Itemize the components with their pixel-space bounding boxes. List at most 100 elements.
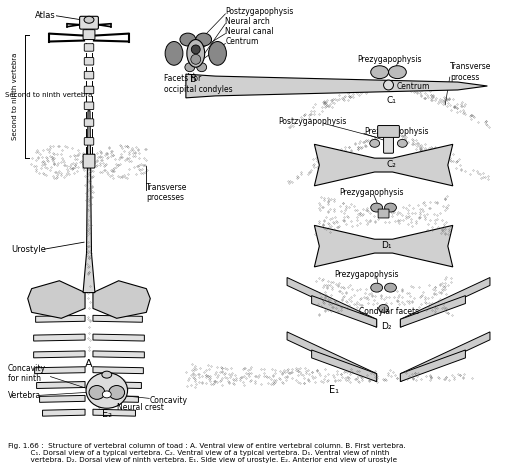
Point: [323, 284, 331, 291]
Point: [402, 214, 410, 222]
Point: [441, 94, 449, 101]
Point: [96, 169, 104, 176]
Point: [372, 78, 381, 85]
Point: [331, 300, 339, 307]
Point: [110, 164, 118, 171]
Point: [358, 301, 366, 309]
Point: [448, 311, 456, 318]
Point: [27, 160, 35, 168]
Point: [362, 136, 370, 143]
Point: [88, 167, 97, 175]
Point: [284, 177, 293, 185]
Point: [381, 218, 389, 225]
Ellipse shape: [388, 66, 406, 78]
Point: [340, 149, 349, 156]
Point: [114, 400, 123, 408]
Point: [421, 298, 429, 305]
Point: [345, 149, 353, 156]
Point: [42, 171, 51, 179]
Point: [409, 375, 418, 382]
Point: [244, 370, 252, 378]
Point: [334, 281, 342, 289]
Point: [69, 159, 77, 167]
Point: [359, 138, 367, 146]
Point: [398, 288, 406, 295]
Point: [210, 379, 218, 387]
Point: [105, 397, 113, 405]
Point: [455, 155, 463, 163]
Point: [85, 178, 93, 186]
Point: [345, 375, 353, 382]
Point: [319, 296, 327, 304]
Point: [294, 378, 302, 385]
Point: [108, 172, 116, 179]
Point: [406, 293, 414, 300]
Point: [405, 212, 413, 219]
Polygon shape: [93, 396, 138, 402]
Point: [304, 112, 313, 119]
Polygon shape: [40, 396, 85, 402]
Point: [117, 377, 126, 385]
Point: [333, 149, 341, 157]
Point: [82, 189, 90, 197]
Point: [48, 153, 56, 160]
Point: [397, 136, 405, 144]
Point: [433, 149, 442, 157]
Point: [271, 378, 279, 386]
Point: [354, 145, 363, 153]
Point: [346, 370, 354, 378]
Point: [441, 195, 449, 202]
Point: [417, 141, 425, 149]
Point: [320, 281, 328, 289]
Point: [390, 208, 398, 216]
Point: [49, 157, 57, 164]
Point: [372, 134, 380, 142]
Point: [98, 371, 106, 378]
Point: [294, 368, 303, 375]
Point: [89, 387, 98, 395]
Point: [319, 378, 328, 385]
Point: [354, 91, 363, 99]
Point: [340, 92, 349, 100]
Point: [336, 283, 345, 291]
Point: [86, 184, 94, 191]
Point: [53, 150, 62, 158]
Point: [467, 111, 475, 119]
Point: [427, 92, 435, 99]
Point: [347, 147, 355, 154]
Point: [123, 386, 131, 393]
Point: [315, 369, 324, 376]
Point: [390, 294, 399, 301]
Point: [441, 279, 449, 287]
Point: [101, 379, 109, 387]
Point: [94, 385, 102, 393]
Point: [278, 370, 287, 378]
Point: [390, 217, 399, 225]
Point: [213, 378, 221, 385]
Point: [101, 395, 109, 402]
Ellipse shape: [378, 304, 388, 312]
Point: [106, 376, 114, 384]
Point: [115, 155, 124, 163]
Point: [128, 146, 137, 154]
Point: [49, 142, 57, 150]
Point: [99, 394, 107, 402]
Point: [322, 213, 330, 221]
Text: Facets for
occipital condyles: Facets for occipital condyles: [164, 74, 233, 94]
Point: [247, 369, 256, 376]
Point: [116, 382, 125, 390]
Point: [364, 136, 372, 144]
Point: [379, 377, 388, 384]
Point: [329, 95, 337, 103]
Point: [204, 372, 212, 379]
Point: [302, 368, 311, 375]
Point: [404, 220, 412, 228]
Point: [324, 376, 333, 383]
Point: [430, 290, 438, 297]
Point: [91, 158, 99, 166]
Point: [120, 384, 128, 391]
Point: [48, 155, 56, 163]
Point: [287, 121, 295, 129]
Point: [335, 92, 343, 99]
Point: [108, 167, 116, 174]
